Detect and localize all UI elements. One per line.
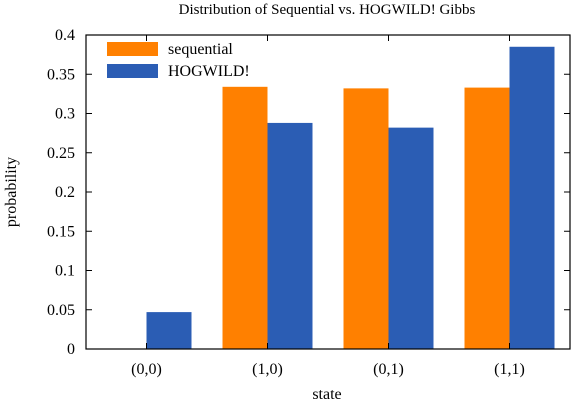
bar-hogwild-3: [509, 46, 555, 350]
x-axis-label: state: [312, 386, 341, 402]
bar-hogwild-1: [267, 122, 313, 349]
y-tick-label: 0.4: [55, 27, 75, 44]
chart-title-text: Distribution of Sequential vs. HOGWILD! …: [179, 2, 476, 18]
x-tick-label: (1,1): [494, 361, 525, 378]
bar-sequential-1: [222, 86, 268, 349]
x-tick-label: (0,0): [131, 361, 162, 378]
legend-label-sequential: sequential: [168, 41, 233, 58]
bar-sequential-3: [464, 87, 510, 349]
x-tick-label: (1,0): [252, 361, 283, 378]
y-tick-label: 0.2: [55, 184, 75, 201]
y-axis-label: probability: [3, 157, 20, 227]
bar-hogwild-2: [388, 127, 434, 349]
y-tick-label: 0.1: [55, 263, 75, 280]
x-tick-label: (0,1): [373, 361, 404, 378]
legend-swatch-hogwild: [107, 64, 158, 78]
y-tick-label: 0.05: [47, 302, 75, 319]
y-tick-label: 0: [67, 341, 75, 358]
y-tick-label: 0.15: [47, 223, 75, 240]
legend-swatch-sequential: [107, 42, 158, 56]
y-tick-label: 0.35: [47, 66, 75, 83]
bar-sequential-2: [343, 88, 389, 349]
legend: sequential HOGWILD!: [107, 41, 250, 80]
y-tick-label: 0.3: [55, 106, 75, 123]
bar-hogwild-0: [146, 312, 192, 349]
legend-label-hogwild: HOGWILD!: [168, 63, 250, 80]
chart-title: Distribution of Sequential vs. HOGWILD! …: [179, 2, 476, 18]
y-tick-label: 0.25: [47, 145, 75, 162]
